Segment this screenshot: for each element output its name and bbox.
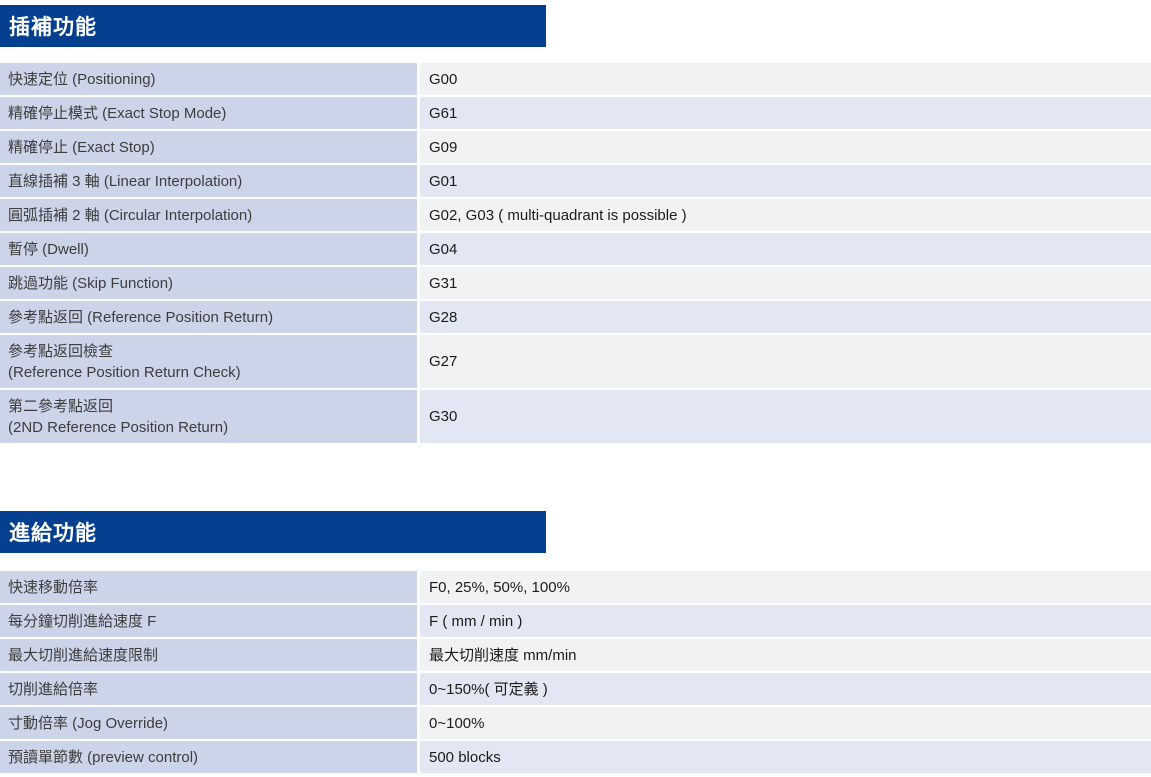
row-value-cell: 500 blocks bbox=[420, 741, 1151, 773]
table-row: 參考點返回 (Reference Position Return) G28 bbox=[0, 301, 1151, 333]
table-row: 快速定位 (Positioning) G00 bbox=[0, 63, 1151, 95]
row-label: 參考點返回檢查 bbox=[8, 342, 114, 360]
table-row: 直線插補 3 軸 (Linear Interpolation) G01 bbox=[0, 165, 1151, 197]
row-value: F0, 25%, 50%, 100% bbox=[429, 578, 570, 596]
table-row: 精確停止模式 (Exact Stop Mode) G61 bbox=[0, 97, 1151, 129]
row-label: 快速定位 (Positioning) bbox=[8, 70, 156, 88]
row-label-cell: 快速移動倍率 bbox=[0, 571, 417, 603]
row-label: 參考點返回 (Reference Position Return) bbox=[8, 308, 274, 326]
section-header-interpolation: 插補功能 bbox=[0, 5, 546, 47]
row-value: G30 bbox=[429, 408, 458, 425]
row-label: 精確停止 (Exact Stop) bbox=[8, 138, 155, 156]
section-title: 插補功能 bbox=[9, 16, 97, 39]
row-value-cell: 0~100% bbox=[420, 707, 1151, 739]
table-row: 精確停止 (Exact Stop) G09 bbox=[0, 131, 1151, 163]
table-row: 跳過功能 (Skip Function) G31 bbox=[0, 267, 1151, 299]
row-label-cell: 精確停止模式 (Exact Stop Mode) bbox=[0, 97, 417, 129]
row-value-cell: G31 bbox=[420, 267, 1151, 299]
row-label-cell: 參考點返回 (Reference Position Return) bbox=[0, 301, 417, 333]
table-row: 第二參考點返回 (2ND Reference Position Return) … bbox=[0, 390, 1151, 443]
row-value-cell: G61 bbox=[420, 97, 1151, 129]
row-value: G02, G03 ( multi-quadrant is possible ) bbox=[429, 206, 687, 224]
row-value: 0~100% bbox=[429, 714, 485, 732]
row-label-cell: 快速定位 (Positioning) bbox=[0, 63, 417, 95]
row-value: G61 bbox=[429, 104, 458, 122]
section-title: 進給功能 bbox=[9, 522, 97, 545]
row-value-cell: F0, 25%, 50%, 100% bbox=[420, 571, 1151, 603]
row-label: 直線插補 3 軸 (Linear Interpolation) bbox=[8, 172, 243, 190]
row-label-cell: 直線插補 3 軸 (Linear Interpolation) bbox=[0, 165, 417, 197]
section-header-feed: 進給功能 bbox=[0, 511, 546, 553]
row-value: 最大切削速度 mm/min bbox=[429, 646, 577, 664]
row-value-cell: G28 bbox=[420, 301, 1151, 333]
row-label-cell: 第二參考點返回 (2ND Reference Position Return) bbox=[0, 390, 417, 443]
row-label-cell: 切削進給倍率 bbox=[0, 673, 417, 705]
row-value-cell: G00 bbox=[420, 63, 1151, 95]
row-value-cell: 0~150%( 可定義 ) bbox=[420, 673, 1151, 705]
table-row: 暫停 (Dwell) G04 bbox=[0, 233, 1151, 265]
row-label-cell: 寸動倍率 (Jog Override) bbox=[0, 707, 417, 739]
row-label: 最大切削進給速度限制 bbox=[8, 646, 159, 664]
feed-table: 快速移動倍率 F0, 25%, 50%, 100% 每分鐘切削進給速度 F F … bbox=[0, 571, 1151, 773]
table-row: 圓弧插補 2 軸 (Circular Interpolation) G02, G… bbox=[0, 199, 1151, 231]
row-label: 快速移動倍率 bbox=[8, 578, 99, 596]
row-value: G04 bbox=[429, 240, 458, 258]
row-label: 每分鐘切削進給速度 F bbox=[8, 612, 157, 630]
row-value: G28 bbox=[429, 308, 458, 326]
row-value-cell: G27 bbox=[420, 335, 1151, 388]
table-row: 預讀單節數 (preview control) 500 blocks bbox=[0, 741, 1151, 773]
row-value: G27 bbox=[429, 353, 458, 370]
row-label-line2: (Reference Position Return Check) bbox=[8, 363, 241, 381]
row-value-cell: G01 bbox=[420, 165, 1151, 197]
row-label-cell: 精確停止 (Exact Stop) bbox=[0, 131, 417, 163]
row-label: 寸動倍率 (Jog Override) bbox=[8, 714, 169, 732]
row-label: 跳過功能 (Skip Function) bbox=[8, 274, 174, 292]
row-value: G01 bbox=[429, 172, 458, 190]
row-label-cell: 跳過功能 (Skip Function) bbox=[0, 267, 417, 299]
row-label-cell: 最大切削進給速度限制 bbox=[0, 639, 417, 671]
row-label-cell: 參考點返回檢查 (Reference Position Return Check… bbox=[0, 335, 417, 388]
row-label-cell: 圓弧插補 2 軸 (Circular Interpolation) bbox=[0, 199, 417, 231]
row-label-line2: (2ND Reference Position Return) bbox=[8, 418, 229, 436]
table-row: 參考點返回檢查 (Reference Position Return Check… bbox=[0, 335, 1151, 388]
row-label-cell: 每分鐘切削進給速度 F bbox=[0, 605, 417, 637]
table-row: 切削進給倍率 0~150%( 可定義 ) bbox=[0, 673, 1151, 705]
row-label: 第二參考點返回 bbox=[8, 397, 114, 415]
interpolation-table: 快速定位 (Positioning) G00 精確停止模式 (Exact Sto… bbox=[0, 63, 1151, 443]
row-label: 預讀單節數 (preview control) bbox=[8, 748, 199, 766]
row-value: 0~150%( 可定義 ) bbox=[429, 680, 548, 698]
row-label: 圓弧插補 2 軸 (Circular Interpolation) bbox=[8, 206, 253, 224]
table-row: 每分鐘切削進給速度 F F ( mm / min ) bbox=[0, 605, 1151, 637]
row-value: F ( mm / min ) bbox=[429, 612, 523, 630]
row-value-cell: F ( mm / min ) bbox=[420, 605, 1151, 637]
row-label: 切削進給倍率 bbox=[8, 680, 99, 698]
row-label-cell: 暫停 (Dwell) bbox=[0, 233, 417, 265]
table-row: 最大切削進給速度限制 最大切削速度 mm/min bbox=[0, 639, 1151, 671]
row-value: G31 bbox=[429, 274, 458, 292]
row-label: 暫停 (Dwell) bbox=[8, 240, 89, 258]
row-value-cell: 最大切削速度 mm/min bbox=[420, 639, 1151, 671]
row-value-cell: G02, G03 ( multi-quadrant is possible ) bbox=[420, 199, 1151, 231]
row-value: 500 blocks bbox=[429, 748, 501, 766]
row-value-cell: G04 bbox=[420, 233, 1151, 265]
row-value: G09 bbox=[429, 138, 458, 156]
row-label-cell: 預讀單節數 (preview control) bbox=[0, 741, 417, 773]
table-row: 快速移動倍率 F0, 25%, 50%, 100% bbox=[0, 571, 1151, 603]
row-value-cell: G09 bbox=[420, 131, 1151, 163]
table-row: 寸動倍率 (Jog Override) 0~100% bbox=[0, 707, 1151, 739]
row-label: 精確停止模式 (Exact Stop Mode) bbox=[8, 104, 227, 122]
row-value: G00 bbox=[429, 70, 458, 88]
row-value-cell: G30 bbox=[420, 390, 1151, 443]
